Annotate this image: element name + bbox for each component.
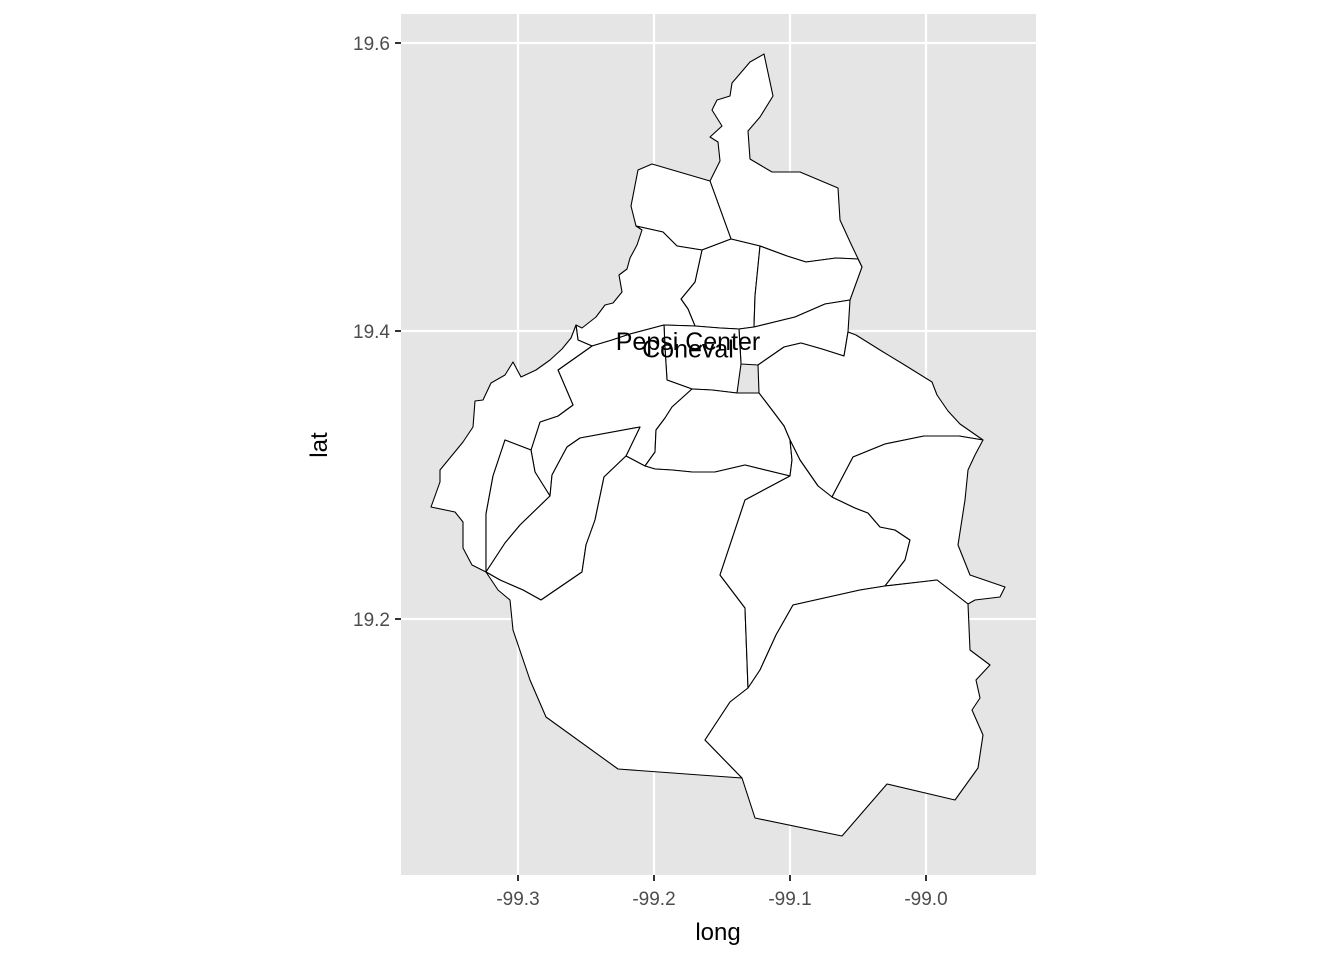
- axis-layer: -99.3 -99.2 -99.1 -99.0 19.2 19.4 19.6: [353, 34, 948, 910]
- y-tick-label: 19.6: [353, 34, 390, 55]
- region-east-lower: [831, 435, 1006, 605]
- x-tick-label: -99.3: [496, 889, 539, 910]
- y-axis-title: lat: [306, 432, 333, 458]
- region-southeast-large: [704, 579, 991, 837]
- region-west-edge: [430, 324, 593, 573]
- x-axis-title: long: [695, 919, 740, 946]
- y-tick-label: 19.2: [353, 610, 390, 631]
- region-layer: [430, 53, 1006, 837]
- x-tick-label: -99.0: [904, 889, 947, 910]
- x-tick-label: -99.1: [768, 889, 811, 910]
- place-label: Pepsi Center: [616, 328, 761, 356]
- region-north-east: [753, 245, 863, 328]
- x-tick-label: -99.2: [632, 889, 675, 910]
- y-tick-label: 19.4: [353, 322, 390, 343]
- place-label: Coneval: [642, 335, 734, 363]
